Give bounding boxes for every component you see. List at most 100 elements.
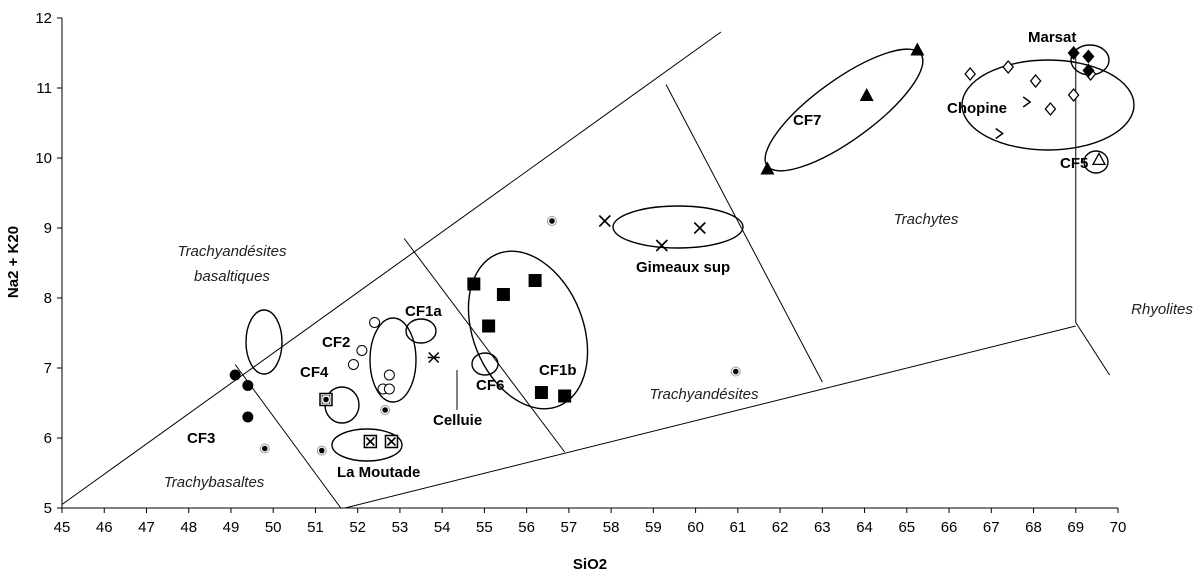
ellipse-cf3	[245, 309, 283, 375]
point-cf1b-4	[534, 386, 548, 399]
point-chopine-0	[964, 66, 977, 82]
group-label-cf2: CF2	[322, 334, 350, 351]
group-label-chopine: Chopine	[947, 100, 1007, 117]
x-tick-label: 50	[265, 519, 282, 536]
x-tick-label: 48	[180, 519, 197, 536]
boundary-rhyolite-tail	[1075, 322, 1110, 376]
boundary-bottom-diagonal	[344, 325, 1076, 509]
point-cf7-1	[859, 88, 874, 101]
field-label-trachytes: Trachytes	[894, 211, 959, 228]
point-cf1b-1	[496, 288, 510, 301]
group-label-cf1b: CF1b	[539, 362, 577, 379]
group-label-cf6: CF6	[476, 377, 504, 394]
y-tick-label: 5	[44, 500, 52, 517]
x-tick-label: 66	[941, 519, 958, 536]
point-cf2-4	[383, 369, 395, 381]
point-marsat-2	[1082, 63, 1095, 78]
group-label-cf5: CF5	[1060, 155, 1088, 172]
x-tick-label: 54	[434, 519, 451, 536]
group-label-marsat: Marsat	[1028, 29, 1076, 46]
point-cf7-2	[910, 42, 925, 56]
x-tick-label: 52	[349, 519, 366, 536]
boundary-trachybasalt-divide	[234, 364, 342, 509]
field-label-rhyolites: Rhyolites	[1131, 301, 1193, 318]
point-gimeaux-sup-1	[655, 239, 668, 252]
field-label-trachybasaltes: Trachybasaltes	[164, 474, 265, 491]
x-tick-label: 57	[561, 519, 578, 536]
point-cf2-3	[383, 383, 395, 395]
x-tick-label: 61	[729, 519, 746, 536]
x-tick-label: 45	[54, 519, 71, 536]
group-label-cf3: CF3	[187, 430, 215, 447]
point-marsat-0	[1067, 46, 1080, 60]
x-tick-label: 53	[392, 519, 409, 536]
x-tick-label: 58	[603, 519, 620, 536]
x-tick-label: 64	[856, 519, 873, 536]
x-tick-label: 67	[983, 519, 1000, 536]
y-tick-label: 9	[44, 220, 52, 237]
point-chopine-4	[1067, 87, 1080, 103]
ellipse-cf2	[369, 317, 417, 403]
ellipse-cf6	[471, 352, 499, 376]
x-tick-label: 56	[518, 519, 535, 536]
x-ticks: 45 46 47 48 49 50 51 52 53 54 55 56 57 58 59 60 61 62 63 64…	[54, 508, 1126, 536]
point-cf2-0	[369, 317, 381, 328]
y-tick-label: 10	[35, 150, 52, 167]
ellipse-chopine	[961, 59, 1135, 151]
field-label-trachyandesites: Trachyandésites	[650, 386, 759, 403]
point-cf3-0	[229, 369, 241, 381]
x-tick-label: 46	[96, 519, 113, 536]
group-labels: CF1a CF2 CF4 CF3 CF6 Celluie CF1b La Mou…	[187, 29, 1088, 481]
y-tick-label: 6	[44, 430, 52, 447]
point-la-moutade-1	[384, 434, 399, 449]
boundary-lower-left-diagonal	[61, 31, 722, 505]
y-ticks: 5 6 7 8 9 10 11 12	[35, 10, 62, 517]
point-isolated-3	[321, 394, 331, 405]
field-labels: Trachyandésites basaltiques Trachyandési…	[164, 211, 1194, 491]
x-tick-label: 68	[1025, 519, 1042, 536]
x-tick-label: 63	[814, 519, 831, 536]
ellipse-cf1b	[467, 250, 589, 410]
point-cf3-2	[242, 411, 254, 423]
point-cf2-1	[347, 359, 359, 370]
ellipse-gimeaux-sup	[612, 205, 744, 249]
ellipse-cf5	[1083, 150, 1109, 174]
point-celluie-0	[427, 351, 440, 364]
point-isolated-5	[730, 366, 741, 377]
ellipse-la-moutade	[331, 428, 403, 462]
boundary-trachyandesite-divide	[665, 84, 823, 383]
x-tick-label: 55	[476, 519, 493, 536]
point-cf1b-5	[558, 389, 572, 403]
x-tick-label: 62	[772, 519, 789, 536]
point-isolated-2	[380, 405, 391, 415]
field-boundaries	[61, 31, 1110, 509]
group-label-cf4: CF4	[300, 364, 329, 381]
point-la-moutade-0	[363, 434, 378, 449]
point-cf5-0	[1091, 152, 1107, 166]
x-tick-label: 47	[138, 519, 155, 536]
point-cf7-0	[760, 161, 775, 175]
x-tick-label: 59	[645, 519, 662, 536]
point-marsat-1	[1082, 49, 1095, 64]
y-tick-label: 7	[44, 360, 52, 377]
point-cf1b-3	[482, 319, 496, 333]
group-label-la-moutade: La Moutade	[337, 464, 420, 481]
point-cf1b-2	[528, 274, 542, 287]
point-cf3-1	[242, 380, 254, 391]
point-gimeaux-sup-2	[693, 221, 706, 235]
y-tick-label: 8	[44, 290, 52, 307]
group-label-celluie: Celluie	[433, 412, 482, 429]
axes	[61, 18, 1118, 509]
ellipse-cf1a	[405, 318, 437, 344]
x-tick-label: 51	[307, 519, 324, 536]
point-gimeaux-sup-0	[598, 214, 611, 228]
point-cf1b-0	[467, 277, 481, 291]
ellipse-cf7	[764, 48, 924, 172]
point-chopine-3	[1044, 101, 1057, 117]
point-chopine-chevrons-0	[1022, 96, 1032, 108]
point-chopine-chevrons-1	[995, 127, 1004, 140]
group-label-cf7: CF7	[793, 112, 821, 129]
point-chopine-1	[1002, 59, 1015, 75]
group-label-cf1a: CF1a	[405, 303, 442, 320]
